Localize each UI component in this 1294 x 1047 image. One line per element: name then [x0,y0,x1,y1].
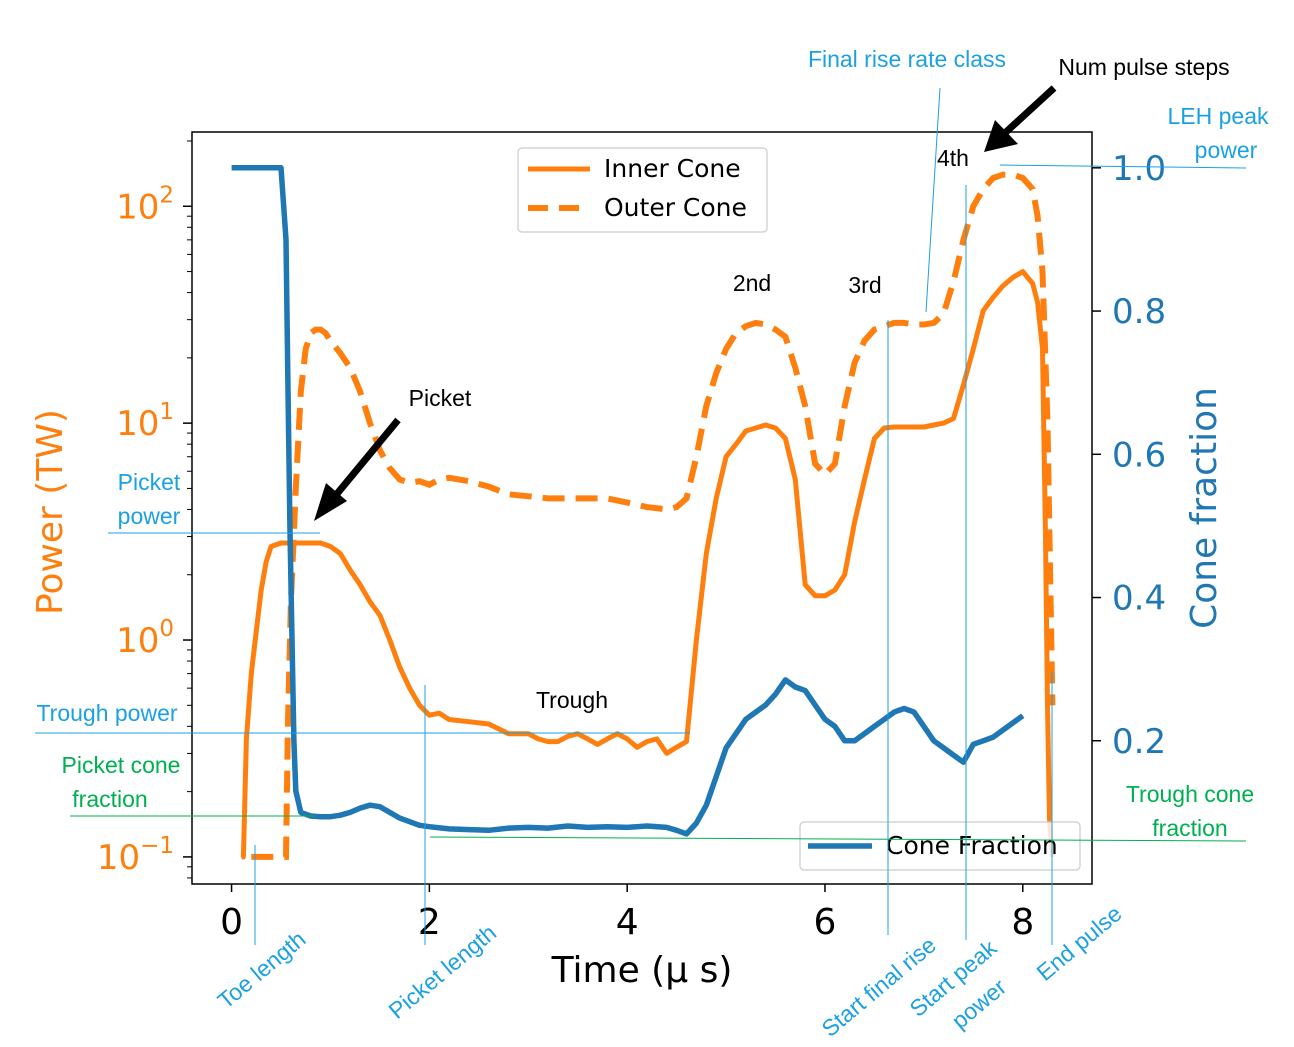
label-step-2nd: 2nd [733,270,771,296]
label-leh-peak-power-1: LEH peak [1167,103,1269,129]
y-left-axis-label: Power (TW) [30,409,71,615]
y-right-tick-label: 0.8 [1112,292,1166,332]
label-trough-cone-fraction-2: fraction [1152,815,1227,841]
outer-cone-line [251,171,1056,860]
annotation-guides [35,87,1247,945]
legend-fraction-box [799,821,1081,871]
y-left-tick-label: 100 [116,616,174,661]
label-picket-length: Picket length [384,919,502,1024]
y-right-tick-label: 0.6 [1112,435,1166,475]
legend-power: Inner Cone Outer Cone [517,147,768,233]
x-tick-label: 2 [418,902,441,943]
x-tick-label: 0 [220,902,243,943]
legend-fraction: Cone Fraction [799,821,1081,871]
picket-arrow-head [314,483,347,521]
inner-cone-line [240,269,1055,860]
guide-leh-peak-power [999,164,1247,169]
legend-fraction-label: Cone Fraction [886,831,1058,860]
x-tick-label: 8 [1011,902,1034,943]
ticks-layer: 0 2 4 6 8 102 101 100 10−1 1.0 0.8 0.6 0.4 0.2 [97,140,1166,943]
label-picket-cone-fraction-2: fraction [72,786,147,812]
label-picket-power-2: power [118,503,181,529]
x-tick-label: 4 [616,902,639,943]
num-steps-arrow-head [984,120,1018,152]
label-trough-power: Trough power [36,700,177,726]
label-end-pulse: End pulse [1032,900,1127,986]
label-picket-cone-fraction-1: Picket cone [62,752,181,778]
y-left-tick-label: 101 [116,399,174,444]
plot-frame [191,131,1093,885]
label-num-pulse-steps: Num pulse steps [1058,54,1229,80]
num-steps-arrow-shaft [1003,85,1057,135]
x-tick-label: 6 [814,902,837,943]
label-picket: Picket [409,385,472,411]
legend-inner-label: Inner Cone [604,154,741,183]
legend-outer-label: Outer Cone [604,193,747,222]
series-layer [231,165,1056,860]
y-left-tick-label: 10−1 [97,833,174,878]
label-trough-cone-fraction-1: Trough cone [1126,781,1254,807]
y-right-axis-label: Cone fraction [1184,387,1225,629]
label-trough: Trough [536,687,608,713]
guide-final-rise-rate [925,87,941,313]
x-axis-label: Time (μ s) [551,950,733,991]
label-leh-peak-power-2: power [1195,137,1258,163]
label-step-3rd: 3rd [848,272,881,298]
guide-trough-cone-fraction [429,836,1247,842]
y-right-tick-label: 1.0 [1112,149,1166,189]
y-right-tick-label: 0.4 [1112,579,1166,619]
cone-fraction-line [231,165,1025,837]
y-right-tick-label: 0.2 [1112,722,1166,762]
label-picket-power-1: Picket [118,469,181,495]
arrows [314,85,1057,521]
picket-arrow-shaft [333,417,401,498]
label-step-4th: 4th [937,145,969,171]
y-left-tick-label: 102 [116,182,174,227]
label-final-rise-rate-class: Final rise rate class [808,46,1006,72]
